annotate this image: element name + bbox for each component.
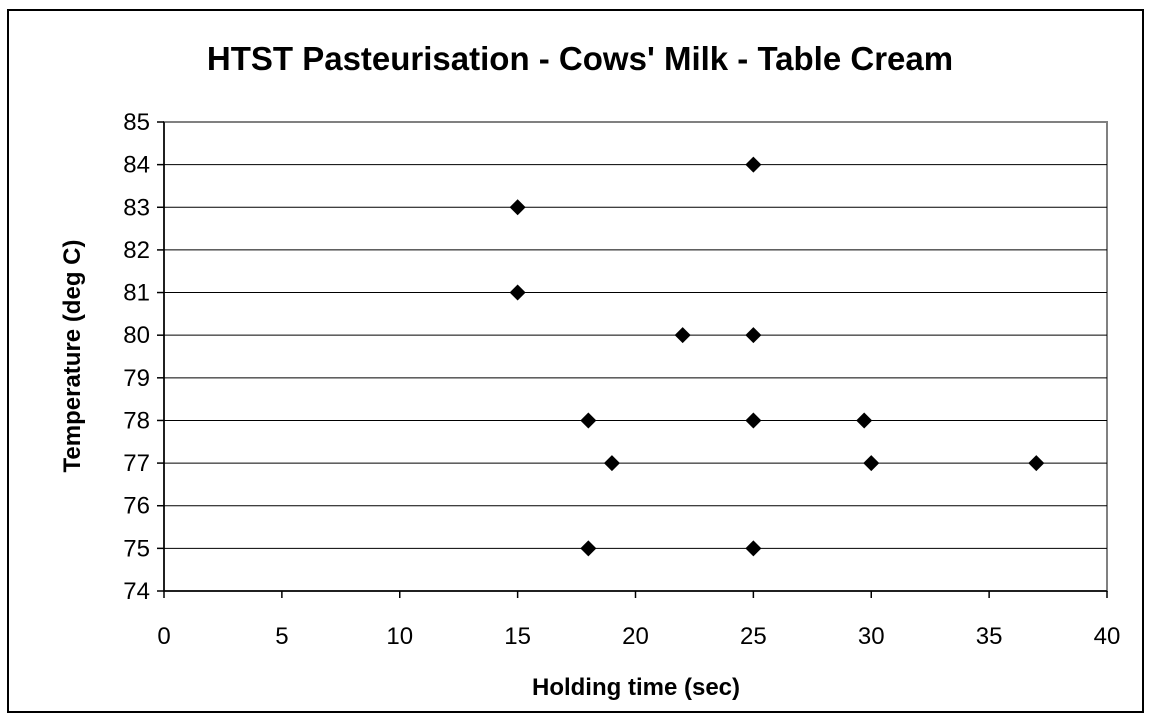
y-tick-label-74: 74	[123, 578, 150, 605]
y-tick-label-85: 85	[123, 109, 150, 136]
data-point-3	[509, 284, 526, 301]
data-point-12	[580, 540, 597, 557]
x-tick-label-30: 30	[858, 623, 885, 650]
data-point-11	[1028, 455, 1045, 472]
x-tick-label-35: 35	[976, 623, 1003, 650]
x-tick-label-5: 5	[275, 623, 288, 650]
data-point-6	[580, 412, 597, 429]
x-tick-label-40: 40	[1094, 623, 1121, 650]
y-tick-label-78: 78	[123, 407, 150, 434]
x-tick-label-20: 20	[622, 623, 649, 650]
y-axis-title: Temperature (deg C)	[59, 240, 86, 473]
y-tick-label-82: 82	[123, 237, 150, 264]
x-tick-label-0: 0	[157, 623, 170, 650]
data-point-1	[745, 156, 762, 173]
y-tick-label-77: 77	[123, 450, 150, 477]
x-axis-title: Holding time (sec)	[532, 674, 740, 701]
plot-area: 74 75 76 77 78 79 80 81 82 83 84 85 0 5 10 15 20 25 30 35 40	[123, 109, 1120, 650]
y-tick-label-84: 84	[123, 152, 150, 179]
y-tick-label-79: 79	[123, 365, 150, 392]
data-point-7	[745, 412, 762, 429]
y-tick-label-75: 75	[123, 535, 150, 562]
x-tick-label-15: 15	[504, 623, 531, 650]
y-tick-label-76: 76	[123, 493, 150, 520]
x-tick-label-25: 25	[740, 623, 767, 650]
chart-title: HTST Pasteurisation - Cows' Milk - Table…	[207, 40, 953, 77]
x-tick-label-10: 10	[386, 623, 413, 650]
plot-border	[163, 121, 1108, 592]
y-tick-label-83: 83	[123, 194, 150, 221]
y-tick-label-80: 80	[123, 322, 150, 349]
y-tick-label-81: 81	[123, 280, 150, 307]
data-point-5	[745, 327, 762, 344]
data-point-10	[863, 455, 880, 472]
data-point-8	[856, 412, 873, 429]
data-point-4	[674, 327, 691, 344]
data-point-2	[509, 199, 526, 216]
data-point-9	[603, 455, 620, 472]
data-point-13	[745, 540, 762, 557]
